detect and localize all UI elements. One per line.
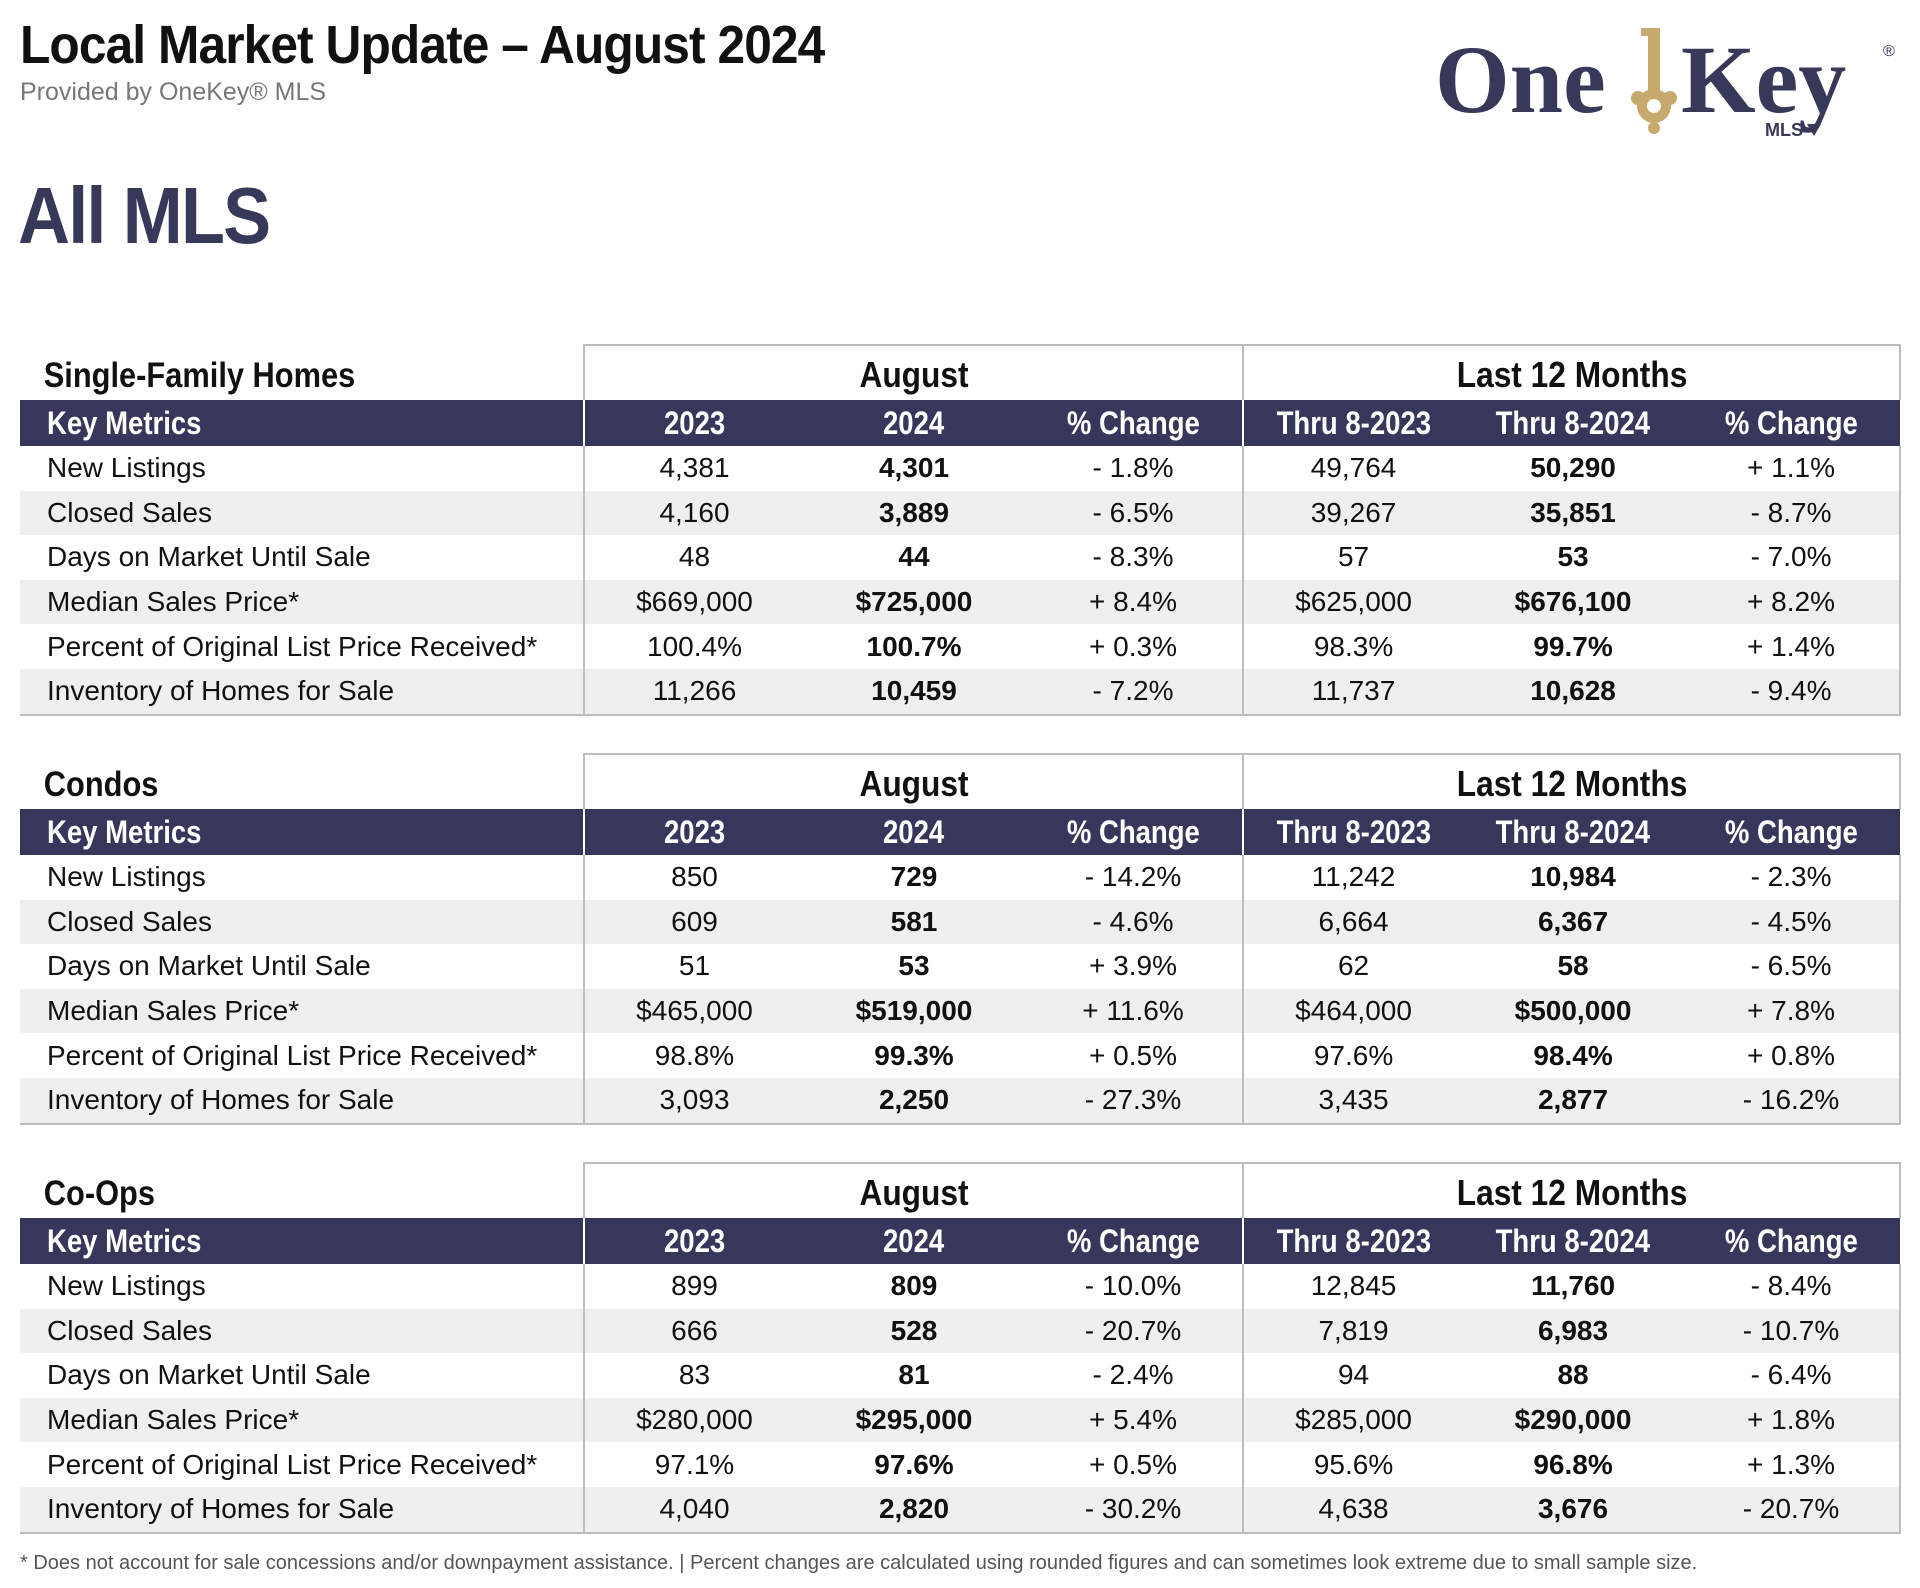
table-row: New Listings 899 809- 10.0% 12,845 11,760- 8… <box>20 1264 1902 1309</box>
table-row: Closed Sales 609 581- 4.6% 6,664 6,367- 4.5% <box>20 899 1902 945</box>
table-row: Days on Market Until Sale 51 53 + 3.9% 62 58-… <box>20 944 1902 989</box>
onekey-mls-logo: One Key ® MLS <box>1435 20 1905 150</box>
table-row: Percent of Original List Price Received*… <box>20 1033 1902 1078</box>
col-pct-year: % Change <box>1683 809 1901 855</box>
table-row: Percent of Original List Price Received*… <box>20 624 1902 669</box>
section-title: Co-Ops <box>43 1174 155 1213</box>
col-2024: 2024 <box>804 400 1024 446</box>
table-row: New Listings 850 729- 14.2% 11,242 10,984- 2… <box>20 855 1902 900</box>
logo-chevron-icon <box>1807 124 1821 136</box>
col-pct-month: % Change <box>1024 809 1244 855</box>
table-header-row: Key Metrics 2023 2024 % Change Thru 8-20… <box>20 809 1901 855</box>
table-row: New Listings 4,381 4,301- 1.8% 49,764 50,290… <box>20 446 1902 491</box>
region-title: All MLS <box>18 171 271 260</box>
group-header-month: August <box>582 753 1244 809</box>
logo-text-one: One <box>1435 26 1606 133</box>
page-title: Local Market Update – August 2024 <box>20 15 825 75</box>
metrics-table: Single-Family Homes August Last 12 Month… <box>20 344 1902 716</box>
logo-text-mls: MLS <box>1765 120 1803 140</box>
section-title: Condos <box>43 765 159 804</box>
col-thru-2024: Thru 8-2024 <box>1463 809 1684 855</box>
col-thru-2024: Thru 8-2024 <box>1463 400 1684 446</box>
section-condos: Condos August Last 12 Months Key Metrics… <box>20 753 1902 1125</box>
key-icon <box>1631 28 1677 134</box>
table-row: Closed Sales 666 528- 20.7% 7,819 6,983- 10.… <box>20 1308 1902 1354</box>
table-row: Median Sales Price* $465,000 $519,000 + 11.… <box>20 988 1902 1034</box>
table-row: Days on Market Until Sale 83 81- 2.4% 94 88-… <box>20 1353 1902 1398</box>
section-co-ops: Co-Ops August Last 12 Months Key Metrics… <box>20 1162 1902 1534</box>
table-row: Days on Market Until Sale 48 44- 8.3% 57 53-… <box>20 535 1902 580</box>
table-row: Median Sales Price* $669,000 $725,000 + 8.4… <box>20 579 1902 625</box>
group-header-year: Last 12 Months <box>1242 1162 1902 1218</box>
table-header-row: Key Metrics 2023 2024 % Change Thru 8-20… <box>20 1218 1901 1264</box>
table-row: Closed Sales 4,160 3,889- 6.5% 39,267 35,851… <box>20 490 1902 536</box>
table-row: Inventory of Homes for Sale 3,093 2,250- 2… <box>20 1077 1902 1125</box>
col-2024: 2024 <box>804 1218 1024 1264</box>
col-thru-2023: Thru 8-2023 <box>1242 809 1464 855</box>
col-pct-year: % Change <box>1683 1218 1901 1264</box>
col-2023: 2023 <box>583 809 804 855</box>
col-2023: 2023 <box>583 1218 804 1264</box>
col-thru-2023: Thru 8-2023 <box>1242 400 1464 446</box>
metrics-table: Co-Ops August Last 12 Months Key Metrics… <box>20 1162 1902 1534</box>
col-key-metrics: Key Metrics <box>20 1218 584 1264</box>
group-header-month: August <box>582 344 1244 400</box>
page-subtitle: Provided by OneKey® MLS <box>20 78 327 106</box>
col-pct-year: % Change <box>1683 400 1901 446</box>
col-key-metrics: Key Metrics <box>20 400 584 446</box>
table-header-row: Key Metrics 2023 2024 % Change Thru 8-20… <box>20 400 1901 446</box>
group-header-year: Last 12 Months <box>1242 753 1902 809</box>
group-header-month: August <box>582 1162 1244 1218</box>
table-row: Percent of Original List Price Received*… <box>20 1442 1902 1487</box>
table-row: Inventory of Homes for Sale 11,266 10,459-… <box>20 668 1902 716</box>
metrics-table: Condos August Last 12 Months Key Metrics… <box>20 753 1902 1125</box>
col-pct-month: % Change <box>1024 400 1244 446</box>
col-key-metrics: Key Metrics <box>20 809 584 855</box>
section-title: Single-Family Homes <box>43 356 356 395</box>
logo-text-key: Key <box>1681 26 1846 133</box>
table-row: Inventory of Homes for Sale 4,040 2,820- 3… <box>20 1486 1902 1534</box>
col-2023: 2023 <box>583 400 804 446</box>
table-row: Median Sales Price* $280,000 $295,000 + 5.4… <box>20 1397 1902 1443</box>
group-header-year: Last 12 Months <box>1242 344 1902 400</box>
col-thru-2023: Thru 8-2023 <box>1242 1218 1464 1264</box>
section-single-family: Single-Family Homes August Last 12 Month… <box>20 344 1902 716</box>
col-thru-2024: Thru 8-2024 <box>1463 1218 1684 1264</box>
col-2024: 2024 <box>804 809 1024 855</box>
footnote: * Does not account for sale concessions … <box>20 1552 1698 1574</box>
logo-registered: ® <box>1883 43 1895 60</box>
col-pct-month: % Change <box>1024 1218 1244 1264</box>
